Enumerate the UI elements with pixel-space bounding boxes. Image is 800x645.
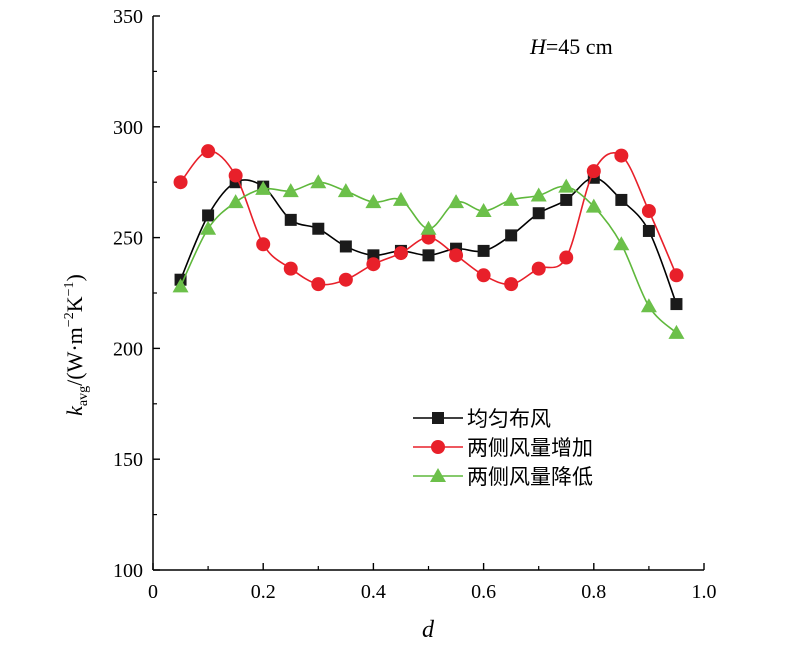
series-point bbox=[614, 148, 629, 163]
series-point bbox=[227, 194, 244, 209]
series-point bbox=[201, 144, 216, 159]
series-point bbox=[532, 207, 545, 220]
series-point bbox=[640, 298, 657, 313]
series-point bbox=[559, 250, 574, 265]
series-layer bbox=[172, 144, 685, 339]
series-point bbox=[310, 174, 327, 189]
series-point bbox=[255, 180, 272, 195]
legend-marker bbox=[430, 468, 446, 482]
series-point bbox=[448, 194, 465, 209]
series-point bbox=[668, 324, 685, 339]
series-point bbox=[586, 164, 601, 179]
legend-entry: 两侧风量降低 bbox=[413, 465, 593, 489]
series-point bbox=[530, 187, 547, 202]
series-point bbox=[585, 198, 602, 213]
x-axis-label: d bbox=[422, 617, 435, 643]
series-point bbox=[339, 240, 352, 253]
y-tick-label: 100 bbox=[113, 560, 143, 582]
x-tick-label: 0.4 bbox=[361, 581, 386, 603]
series-point bbox=[505, 229, 518, 242]
series-point bbox=[422, 249, 435, 262]
series-point bbox=[642, 224, 655, 237]
x-tick-label: 0.6 bbox=[471, 581, 496, 603]
y-tick-label: 200 bbox=[113, 338, 143, 360]
series-point bbox=[392, 191, 409, 206]
series-point bbox=[202, 209, 215, 222]
y-axis-label: kavg/(W·m−2K−1) bbox=[62, 274, 91, 416]
x-tick-label: 1.0 bbox=[692, 581, 717, 603]
series-point bbox=[393, 246, 408, 261]
series-point bbox=[228, 168, 243, 183]
y-tick-label: 350 bbox=[113, 6, 143, 28]
legend-entry: 两侧风量增加 bbox=[413, 436, 593, 460]
series-point bbox=[531, 261, 546, 276]
series-point bbox=[477, 244, 490, 257]
series-point bbox=[282, 183, 299, 198]
series-point bbox=[670, 298, 683, 311]
series-point bbox=[615, 193, 628, 206]
series-point bbox=[560, 193, 573, 206]
legend-entry: 均匀布风 bbox=[413, 407, 551, 431]
series-point bbox=[173, 175, 188, 190]
y-tick-label: 250 bbox=[113, 228, 143, 250]
series-point bbox=[283, 261, 298, 276]
legend-marker bbox=[432, 412, 444, 424]
series-point bbox=[504, 277, 519, 292]
chart-annotation: H=45 cm bbox=[529, 34, 613, 59]
series-point bbox=[475, 203, 492, 218]
series-point bbox=[476, 268, 491, 283]
series-point bbox=[284, 213, 297, 226]
x-tick-label: 0.2 bbox=[251, 581, 276, 603]
series-2 bbox=[173, 144, 684, 292]
series-point bbox=[338, 272, 353, 287]
axis-ticks: 0 0.2 0.4 0.6 0.8 1.0 100 150 200 250 300 350 bbox=[113, 6, 717, 603]
series-point bbox=[449, 248, 464, 263]
plot-axes bbox=[152, 16, 704, 571]
y-tick-label: 150 bbox=[113, 449, 143, 471]
series-point bbox=[366, 257, 381, 272]
series-point bbox=[641, 204, 656, 219]
series-point bbox=[172, 278, 189, 293]
series-point bbox=[311, 277, 326, 292]
legend-marker bbox=[431, 440, 445, 454]
series-point bbox=[256, 237, 271, 252]
y-tick-label: 300 bbox=[113, 117, 143, 139]
series-point bbox=[503, 191, 520, 206]
series-point bbox=[337, 183, 354, 198]
series-point bbox=[420, 220, 437, 235]
x-tick-label: 0 bbox=[148, 581, 158, 603]
series-point bbox=[613, 236, 630, 251]
series-point bbox=[365, 194, 382, 209]
series-line bbox=[179, 150, 678, 286]
series-point bbox=[200, 220, 217, 235]
legend-label: 均匀布风 bbox=[467, 407, 551, 431]
series-3 bbox=[172, 174, 685, 339]
legend-label: 两侧风量降低 bbox=[467, 465, 593, 489]
legend-label: 两侧风量增加 bbox=[467, 436, 593, 460]
series-point bbox=[312, 222, 325, 235]
x-tick-label: 0.8 bbox=[581, 581, 606, 603]
series-point bbox=[669, 268, 684, 283]
series-point bbox=[558, 178, 575, 193]
